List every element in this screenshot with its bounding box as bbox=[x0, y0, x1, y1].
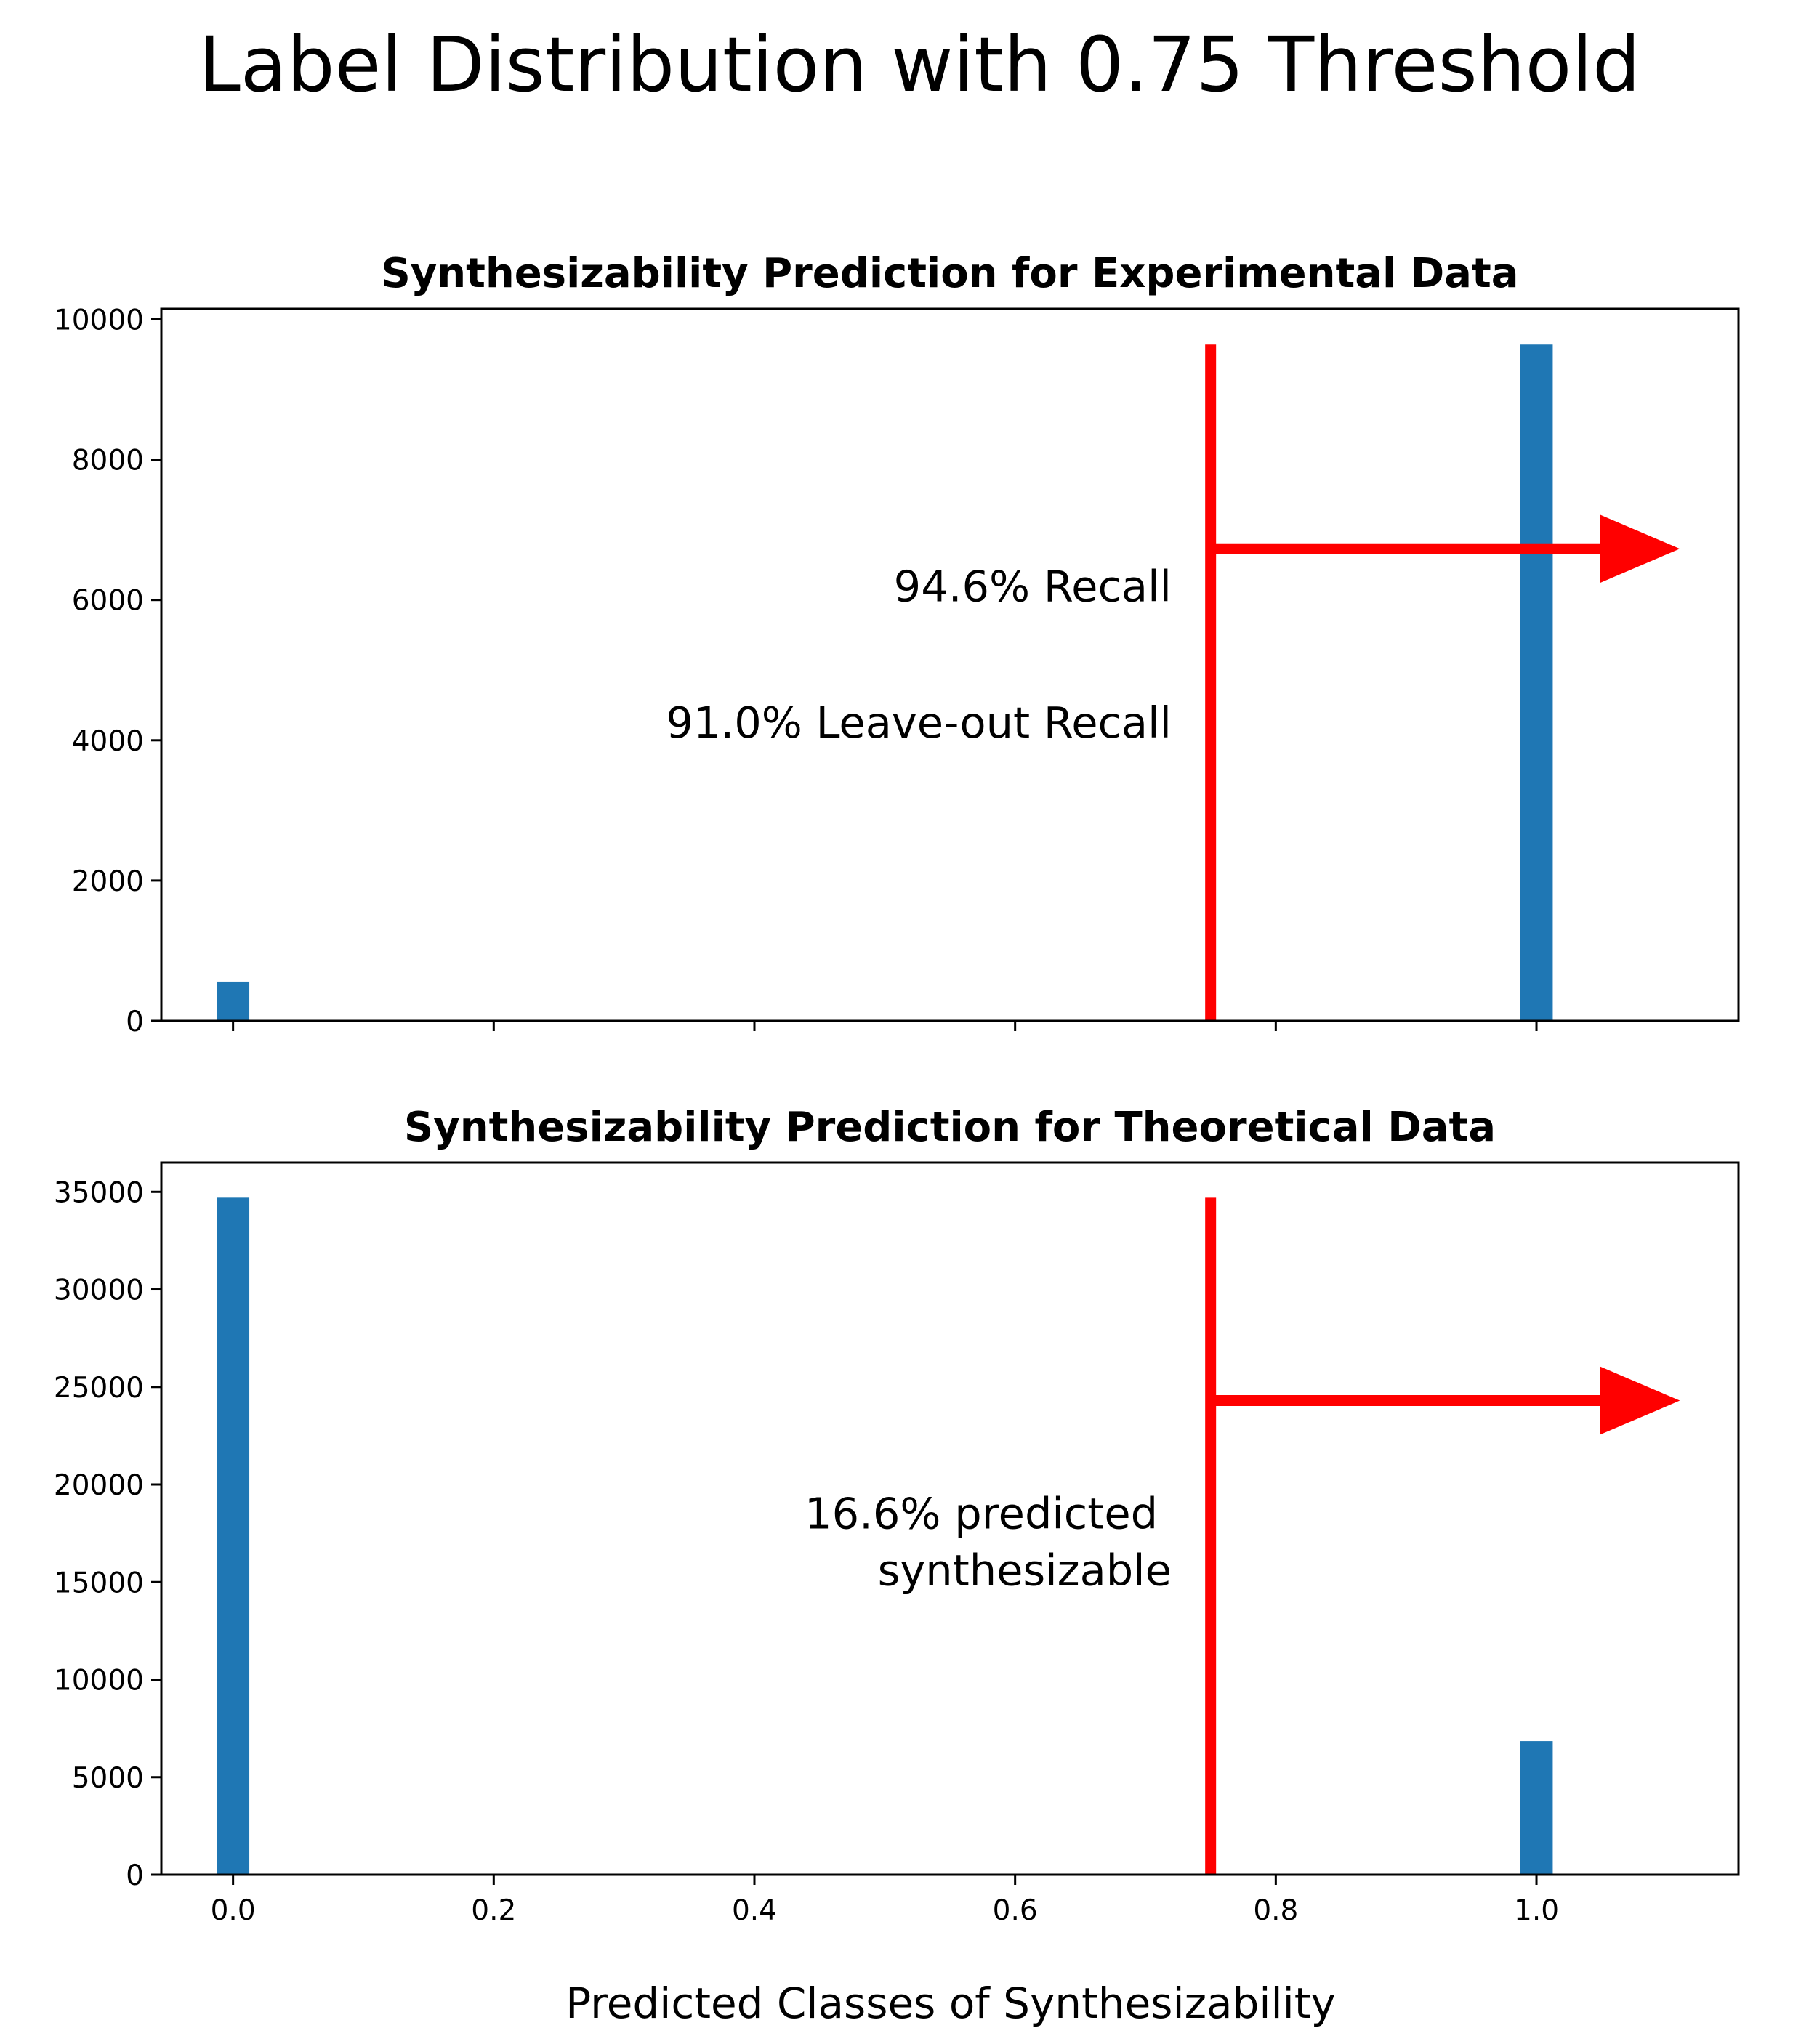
theo-y-tick-label-0: 0 bbox=[126, 1859, 144, 1892]
exp-annotation-1-line-0: 91.0% Leave-out Recall bbox=[666, 698, 1171, 748]
theo-y-tick-label-3: 15000 bbox=[54, 1567, 144, 1599]
x-axis-label: Predicted Classes of Synthesizability bbox=[565, 1979, 1336, 2028]
exp-annotation-0: 94.6% Recall bbox=[894, 562, 1172, 612]
exp-annotation-1: 91.0% Leave-out Recall bbox=[666, 698, 1171, 748]
theo-x-tick-label-4: 0.8 bbox=[1253, 1894, 1298, 1927]
exp-annotation-0-line-0: 94.6% Recall bbox=[894, 562, 1172, 612]
theo-y-tick-label-7: 35000 bbox=[54, 1176, 144, 1209]
exp-y-tick-label-5: 10000 bbox=[54, 304, 144, 336]
theo-y-tick-label-4: 20000 bbox=[54, 1469, 144, 1502]
exp-bar-1 bbox=[1520, 344, 1553, 1021]
theo-bar-0 bbox=[217, 1197, 250, 1875]
theo-y-tick-label-1: 5000 bbox=[72, 1762, 144, 1795]
theo-x-tick-label-0: 0.0 bbox=[211, 1894, 256, 1927]
exp-bar-0 bbox=[217, 981, 250, 1021]
exp-axes-frame bbox=[160, 307, 1740, 1022]
theo-x-tick-label-3: 0.6 bbox=[993, 1894, 1038, 1927]
theo-subplot-title: Synthesizability Prediction for Theoreti… bbox=[404, 1104, 1496, 1151]
theo-y-tick-label-5: 25000 bbox=[54, 1372, 144, 1405]
theo-arrow-head bbox=[1600, 1366, 1680, 1435]
theo-y-tick-label-6: 30000 bbox=[54, 1275, 144, 1307]
figure-suptitle: Label Distribution with 0.75 Threshold bbox=[198, 20, 1640, 109]
theo-x-tick-label-2: 0.4 bbox=[732, 1894, 777, 1927]
theo-annotation-0-line-1: synthesizable bbox=[878, 1545, 1172, 1595]
theo-axes-frame bbox=[160, 1161, 1740, 1876]
exp-y-tick-label-4: 8000 bbox=[72, 445, 144, 477]
exp-y-tick-label-1: 2000 bbox=[72, 865, 144, 898]
exp-y-tick-label-2: 4000 bbox=[72, 725, 144, 758]
exp-y-tick-label-0: 0 bbox=[126, 1006, 144, 1038]
exp-subplot-title: Synthesizability Prediction for Experime… bbox=[381, 250, 1518, 297]
theo-annotation-0: 16.6% predicted synthesizable bbox=[805, 1488, 1172, 1595]
theo-x-tick-label-5: 1.0 bbox=[1514, 1894, 1559, 1927]
theo-annotation-0-line-0: 16.6% predicted bbox=[805, 1488, 1172, 1538]
exp-arrow-head bbox=[1600, 514, 1680, 583]
exp-y-tick-label-3: 6000 bbox=[72, 585, 144, 618]
theo-x-tick-label-1: 0.2 bbox=[471, 1894, 516, 1927]
theo-bar-1 bbox=[1520, 1741, 1553, 1875]
theoretical-data-subplot: Synthesizability Prediction for Theoreti… bbox=[54, 1104, 1740, 1927]
theo-y-tick-label-2: 10000 bbox=[54, 1665, 144, 1697]
experimental-data-subplot: Synthesizability Prediction for Experime… bbox=[54, 250, 1740, 1038]
